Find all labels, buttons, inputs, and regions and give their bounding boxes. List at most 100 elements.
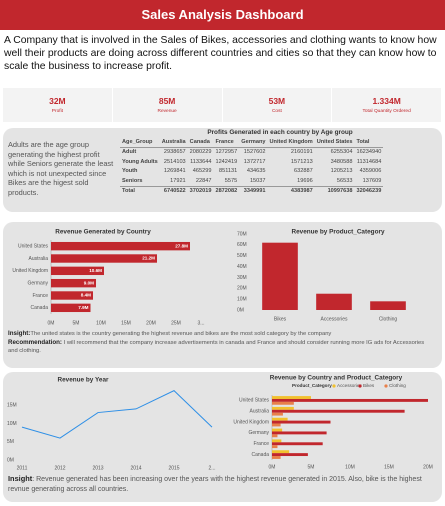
table-cell: 2514103: [163, 158, 186, 165]
data-label: 21.2M: [142, 256, 155, 261]
kpi-card: 85M Revenue: [113, 88, 223, 122]
column-header: Canada: [187, 137, 214, 148]
legend-swatch: [384, 384, 388, 388]
data-label: 8.4M: [81, 293, 91, 298]
y-tick-label: 10M: [7, 421, 17, 427]
kpi-value: 1.334M: [372, 96, 401, 106]
x-tick-label: 0M: [48, 320, 55, 326]
y-tick-label: United Kingdom: [12, 268, 48, 274]
bar: [272, 431, 327, 435]
table-cell: 1133644: [190, 158, 212, 165]
header-title: Sales Analysis Dashboard: [0, 0, 445, 30]
data-label: 10.6M: [89, 268, 102, 273]
table-cell: 1272957: [215, 149, 238, 156]
y-tick-label: 5M: [7, 439, 14, 445]
table-cell: 6255304: [330, 149, 353, 156]
data-label: 7.9M: [78, 305, 88, 310]
legend-label: Accessories: [337, 383, 362, 388]
x-tick-label: 3...: [198, 320, 205, 326]
chart-title: Revenue Generated by Country: [55, 229, 151, 236]
chart: Revenue by Year 0M 5M 10M 15M 2011 2012 2013 201…: [7, 377, 216, 472]
table-cell: 2080229: [189, 149, 212, 156]
table-cell: 5575: [224, 177, 238, 184]
table-cell: 4383987: [267, 185, 315, 196]
x-tick-label: 2012: [54, 465, 65, 471]
bar: [316, 293, 352, 310]
table-row: Seniors 17921 22847 5575 15037 19696 56533 1376…: [120, 176, 383, 186]
x-tick-label: 2014: [130, 465, 141, 471]
bar: [51, 266, 104, 276]
kpi-label: Cost: [271, 109, 282, 114]
y-tick-label: 0M: [7, 457, 14, 463]
table-cell: 2938657: [163, 149, 186, 156]
x-tick-label: 25M: [171, 320, 181, 326]
x-tick-label: 10M: [345, 464, 355, 470]
chart-title: Revenue by Country and Product_Category: [270, 375, 403, 382]
bar: [272, 412, 283, 416]
column-header: Germany: [239, 137, 268, 148]
bar: [51, 241, 190, 251]
x-tick-label: 2011: [17, 465, 28, 471]
table-row: Youth 1269841 465299 851131 434635 632887 1205…: [120, 167, 383, 177]
table-cell: 1269841: [163, 168, 186, 175]
table-cell: 56533: [336, 177, 353, 184]
table-cell: Seniors: [122, 177, 143, 184]
table-cell: 11314684: [356, 158, 382, 165]
y-tick-label: 10M: [237, 296, 247, 302]
table-cell: 6740522: [159, 185, 188, 196]
x-tick-label: Clothing: [379, 316, 398, 322]
table-cell: 19696: [297, 177, 313, 184]
recommendation-text: I will recommend that the company increa…: [8, 340, 425, 354]
chart-title: Revenue by Year: [57, 377, 109, 384]
table-cell: 10997638: [314, 185, 355, 196]
legend-label: Clothing: [389, 383, 406, 388]
y-tick-label: Germany: [248, 430, 269, 436]
table-cell: 4359006: [359, 168, 382, 175]
intro-text: A Company that is involved in the Sales …: [4, 35, 437, 72]
y-tick-label: 15M: [7, 403, 17, 409]
table-row: Young Adults 2514103 1133644 1242419 1372717…: [120, 157, 383, 167]
table-cell: 1527602: [243, 149, 266, 156]
bar: [272, 450, 290, 454]
insight-text: : Revenue generated has been increasing …: [8, 476, 422, 493]
table-cell: 1372717: [243, 158, 266, 165]
x-tick-label: 2015: [168, 465, 179, 471]
kpi-card: 1.334M Total Quantity Ordered: [332, 88, 442, 122]
x-tick-label: 20M: [146, 320, 156, 326]
bar: [51, 303, 91, 313]
legend-swatch: [358, 384, 362, 388]
y-tick-label: Canada: [251, 452, 269, 458]
bar: [272, 401, 294, 405]
y-tick-label: Australia: [29, 256, 49, 262]
x-tick-label: 20M: [423, 464, 433, 470]
bar: [272, 445, 278, 449]
x-tick-label: Bikes: [274, 316, 287, 322]
table-cell: 137609: [362, 177, 382, 184]
bar: [272, 442, 323, 446]
table-cell: 3702019: [187, 185, 214, 196]
legend-swatch: [332, 384, 336, 388]
y-tick-label: United Kingdom: [233, 419, 269, 425]
bar: [272, 428, 283, 432]
data-label: 27.8M: [175, 243, 188, 248]
chart-title: Revenue by Product_Category: [291, 229, 384, 236]
profit-note: Adults are the age group generating the …: [8, 140, 114, 197]
kpi-row: 32M Profit 85M Revenue 53M Cost 1.334M Total…: [3, 88, 442, 122]
table-header: Age_Group Australia Canada France Germany Uni…: [120, 137, 384, 148]
y-tick-label: Australia: [250, 409, 270, 415]
x-tick-label: 2...: [209, 465, 216, 471]
x-tick-label: Accessories: [321, 316, 348, 322]
table-cell: 16234940: [356, 149, 382, 156]
chart: Revenue by Country and Product_Category 0…: [233, 375, 433, 471]
kpi-label: Revenue: [157, 109, 177, 114]
x-tick-label: 15M: [384, 464, 394, 470]
table-cell: 1571213: [290, 158, 313, 165]
table-cell: 15037: [249, 177, 266, 184]
column-header: France: [213, 137, 240, 148]
kpi-label: Profit: [51, 109, 63, 114]
kpi-label: Total Quantity Ordered: [362, 109, 411, 114]
table-cell: Youth: [122, 168, 138, 175]
kpi-card: 32M Profit: [3, 88, 113, 122]
bar: [272, 456, 281, 459]
table-cell: 2872082: [213, 185, 240, 196]
